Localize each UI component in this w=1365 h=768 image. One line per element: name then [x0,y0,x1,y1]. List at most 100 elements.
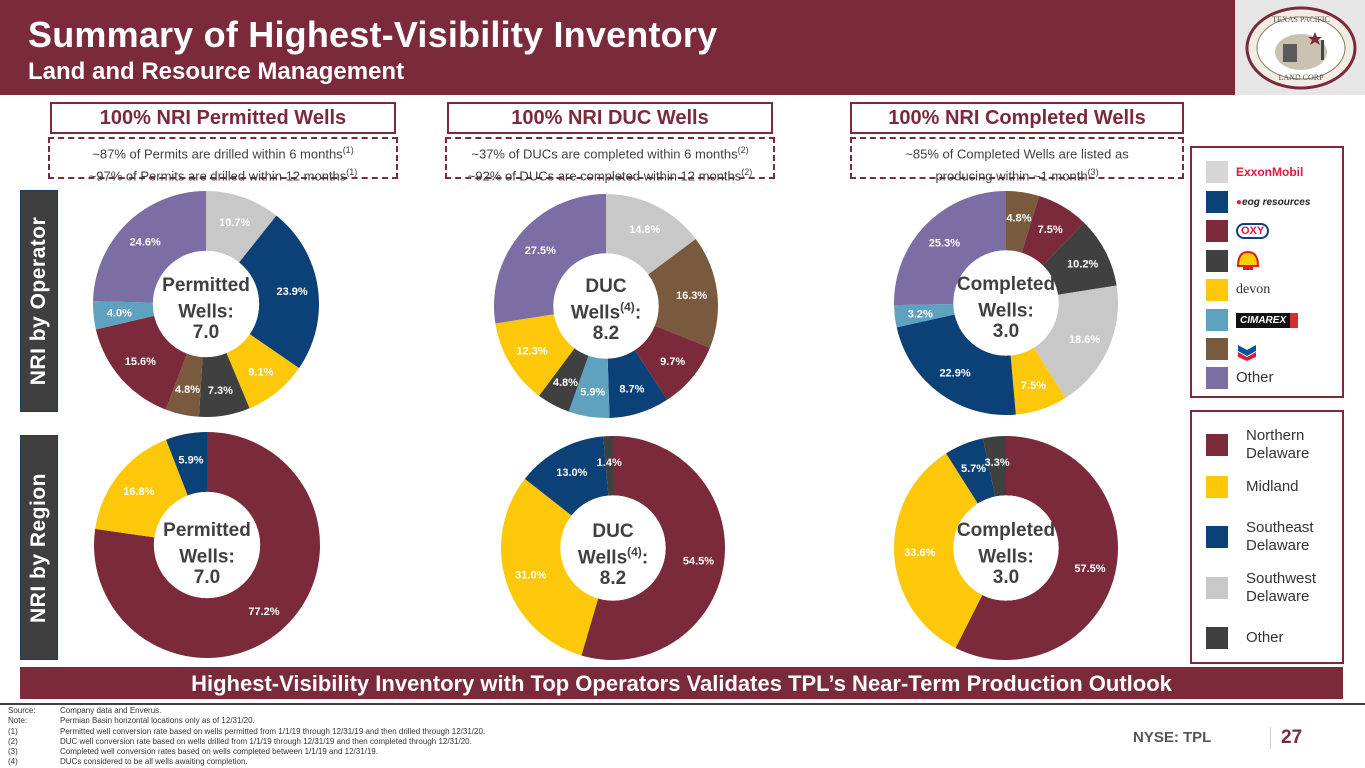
slice-label-southeast-delaware: 5.7% [961,463,986,475]
key-takeaway-banner: Highest-Visibility Inventory with Top Op… [20,667,1343,699]
legend-item-southwest-delaware: Southwest Delaware [1206,570,1316,605]
slice-label-midland: 16.8% [123,486,154,498]
footnotes: Source: Company data and Enverus. Note: Pe… [8,706,485,768]
page-number: 27 [1281,727,1303,748]
footer-divider [0,703,1365,705]
permitted-wells-header: 100% NRI Permitted Wells [50,102,396,134]
nri-by-region-label: NRI by Region [20,435,58,660]
slice-devon [1010,347,1066,415]
legend-item-midland: Midland [1206,476,1299,498]
slice-eog-resources [896,314,1016,415]
completed-wells-header: 100% NRI Completed Wells [850,102,1184,134]
donut-center-label: Completed Wells: 3.0 [956,520,1056,589]
slice-other [894,191,1006,306]
slice-label-cimarex: 4.0% [107,308,132,320]
legend-swatch [1206,250,1228,272]
slice-label-oxy: 15.6% [125,356,156,368]
slice-label-midland: 31.0% [515,569,546,581]
duc-wells-header: 100% NRI DUC Wells [447,102,773,134]
slice-other [494,194,606,324]
company-logo: TEXAS PACIFIC LAND CORP [1235,0,1365,95]
slice-cimarex [894,303,955,328]
slice-shell [539,348,589,412]
region-legend: Northern Delaware Midland Southeast Delawa… [1190,410,1344,664]
slice-label-devon: 12.3% [517,346,548,358]
operator-legend: ExxonMobil ●eog resources OXY devon CIMA… [1190,146,1344,398]
legend-item-devon: devon [1206,279,1270,301]
slice-label-chevron: 4.8% [1006,213,1031,225]
slice-label-midland: 33.6% [904,547,935,559]
slice-northern-delaware [581,436,725,660]
slice-cimarex [93,301,155,330]
slice-label-eog-resources: 8.7% [619,383,644,395]
slice-oxy [1021,196,1085,266]
stock-ticker: NYSE: TPL [1133,729,1212,746]
donut-svg: 54.5% 31.0% 13.0% 1.4% [501,436,725,660]
slice-label-chevron: 16.3% [676,290,707,302]
svg-text:TEXAS PACIFIC: TEXAS PACIFIC [1272,15,1330,24]
page-title: Summary of Highest-Visibility Inventory [28,14,718,55]
eog-logo-icon: ●eog resources [1236,196,1311,208]
chevron-logo-icon [1238,345,1256,361]
footnote-row: (1) Permitted well conversion rate based … [8,726,486,736]
slice-oxy [95,315,188,410]
slice-label-cimarex: 5.9% [580,386,605,398]
donut-svg: 57.5% 33.6% 5.7%3.3% [894,436,1118,660]
legend-item-eog: ●eog resources [1206,191,1310,213]
slice-label-eog-resources: 22.9% [939,368,970,380]
slice-devon [495,314,575,396]
legend-item-oxy: OXY [1206,220,1270,242]
donut-center-label: Completed Wells: 3.0 [956,274,1056,343]
slice-cimarex [568,355,610,418]
slice-label-oxy: 7.5% [1038,224,1063,236]
legend-item-southeast-delaware: Southeast Delaware [1206,519,1314,554]
slice-label-other: 25.3% [929,238,960,250]
legend-item-chevron [1206,338,1258,361]
legend-item-other-operator: Other [1206,367,1274,389]
slice-label-northern-delaware: 57.5% [1074,563,1105,575]
slice-northern-delaware [93,432,320,658]
slice-other [93,191,206,303]
legend-item-northern-delaware: Northern Delaware [1206,427,1309,462]
exxonmobil-logo-icon: ExxonMobil [1236,165,1304,179]
slice-label-cimarex: 3.2% [908,308,933,320]
slice-label-northern-delaware: 77.2% [248,606,279,618]
permitted-operator-donut: 10.7% 23.9% 9.1% 7.3% 4.8% 15.6% 4.0% 24.6% Per… [93,191,319,417]
legend-swatch [1206,220,1228,242]
duc-operator-donut: 14.8% 16.3% 9.7% 8.7% 5.9% 4.8% 12.3% 27.5% DUC… [494,194,718,418]
duc-wells-note: ~37% of DUCs are completed within 6 mont… [445,137,775,184]
footnote-row: (3) Completed well conversion rates based… [8,747,378,757]
legend-item-exxonmobil: ExxonMobil [1206,161,1303,183]
footnote-row: (2) DUC well conversion rate based on wel… [8,736,472,746]
slice-southeast-delaware [524,436,609,516]
permitted-region-donut: 77.2% 16.8% 5.9% Permitted Wells: 7.0 [93,432,320,658]
slice-label-other: 24.6% [130,237,161,249]
slice-exxonmobil [206,191,277,263]
legend-item-cimarex: CIMAREX [1206,309,1299,331]
slice-midland [501,478,599,656]
svg-text:LAND CORP: LAND CORP [1278,73,1324,82]
slice-label-devon: 9.1% [248,367,273,379]
slice-other [982,436,1006,497]
shell-logo-icon [1236,250,1260,270]
page-subtitle: Land and Resource Management [28,58,405,85]
slice-devon [226,334,300,409]
slice-chevron [1006,191,1040,253]
slice-southeast-delaware [946,438,996,504]
slice-southeast-delaware [166,432,207,496]
donut-hole [560,495,666,601]
slice-label-shell: 7.3% [208,385,233,397]
donut-hole [152,250,260,358]
slice-label-other: 27.5% [525,245,556,257]
legend-swatch [1206,161,1228,183]
slice-label-exxonmobil: 14.8% [629,224,660,236]
slice-label-chevron: 4.8% [175,384,200,396]
nri-by-operator-label: NRI by Operator [20,190,58,412]
slice-oxy [634,325,710,400]
duc-region-donut: 54.5% 31.0% 13.0% 1.4% DUC Wells(4): 8.2 [501,436,725,660]
legend-item-shell [1206,250,1260,272]
completed-wells-note: ~85% of Completed Wells are listed as pr… [850,137,1184,184]
legend-swatch [1206,309,1228,331]
legend-swatch [1206,476,1228,498]
donut-hole [953,250,1059,356]
